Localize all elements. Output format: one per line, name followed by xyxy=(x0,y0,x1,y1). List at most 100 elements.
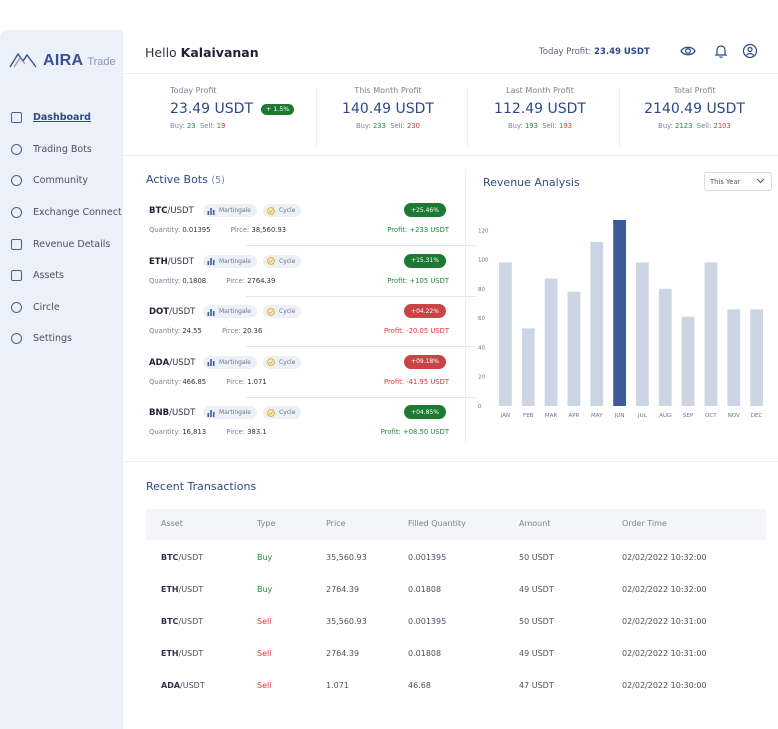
brand-logo[interactable]: AIRA Trade xyxy=(9,47,116,70)
table-row[interactable]: BTC/USDT Sell 35,560.93 0.001395 50 USDT… xyxy=(146,607,766,639)
bot-card[interactable]: BNB/USDT Martingale Cycle +04.85% Quanti… xyxy=(146,402,451,452)
divider xyxy=(467,88,468,148)
bell-icon[interactable] xyxy=(713,43,729,59)
tag-label: Martingale xyxy=(219,207,251,214)
sell-count: 19 xyxy=(216,122,226,130)
bar-chart-icon xyxy=(207,409,215,417)
bar-apr[interactable] xyxy=(567,291,581,406)
user-icon[interactable] xyxy=(742,43,758,59)
sidebar-item-circle[interactable]: Circle xyxy=(11,292,123,324)
cell-price: 35,560.93 xyxy=(326,617,367,626)
cell-time: 02/02/2022 10:31:00 xyxy=(622,617,707,626)
bar-aug[interactable] xyxy=(658,288,672,406)
sidebar-item-assets[interactable]: Assets xyxy=(11,260,123,292)
bar-jan[interactable] xyxy=(499,262,512,406)
sidebar-item-community[interactable]: Community xyxy=(11,165,123,197)
y-tick-label: 60 xyxy=(478,316,485,322)
bot-quote: /USDT xyxy=(169,357,196,368)
sell-label: Sell: xyxy=(199,122,215,130)
header-price: Price xyxy=(326,519,346,528)
price-label: Pirce: xyxy=(221,327,241,335)
sidebar-item-label: Trading Bots xyxy=(33,143,92,155)
bar-jul[interactable] xyxy=(636,262,649,406)
change-badge: +04.85% xyxy=(404,405,446,419)
tag-cycle: Cycle xyxy=(263,406,302,419)
asset-quote: /USDT xyxy=(178,553,204,562)
tag-cycle: Cycle xyxy=(263,355,302,369)
bot-profit-value: +105 USDT xyxy=(409,276,449,285)
bar-may[interactable] xyxy=(590,241,604,406)
bot-base: BTC xyxy=(149,206,168,216)
y-tick-label: 20 xyxy=(478,375,485,381)
bot-base: ADA xyxy=(149,357,170,368)
stat-value: 2140.49 USDT xyxy=(644,101,745,117)
change-badge: +25.46% xyxy=(404,203,446,217)
cell-filled: 0.01808 xyxy=(408,585,442,594)
sidebar: AIRA Trade Dashboard Trading Bots Commun… xyxy=(0,30,123,729)
bar-nov[interactable] xyxy=(727,309,741,406)
bot-qty: 24.55 xyxy=(182,327,202,335)
buy-count: 233 xyxy=(372,122,386,130)
revenue-title: Revenue Analysis xyxy=(483,176,580,189)
bar-feb[interactable] xyxy=(521,328,535,406)
bar-sep[interactable] xyxy=(681,316,695,406)
bot-divider xyxy=(246,346,476,347)
table-row[interactable]: ADA/USDT Sell 1.071 46.68 47 USDT 02/02/… xyxy=(146,671,766,703)
x-tick-label: MAY xyxy=(591,413,603,419)
bar-mar[interactable] xyxy=(544,278,558,406)
x-tick-label: JUN xyxy=(614,413,625,419)
qty-label: Quantity: xyxy=(149,327,181,335)
bot-pair: ADA/USDT xyxy=(149,358,195,368)
sidebar-item-dashboard[interactable]: Dashboard xyxy=(11,102,123,134)
bot-profit: Profit: -20.05 USDT xyxy=(384,327,449,335)
x-tick-label: APR xyxy=(568,413,579,419)
section-divider xyxy=(123,461,778,462)
profit-label: Profit: xyxy=(380,428,401,436)
bot-quote: /USDT xyxy=(169,408,196,418)
x-tick-label: AUG xyxy=(659,413,671,419)
bar-oct[interactable] xyxy=(704,262,718,406)
change-badge: +15.31% xyxy=(404,253,446,268)
bot-qty: 0.01395 xyxy=(182,226,211,234)
tag-martingale: Martingale xyxy=(203,355,257,369)
stat-title: Total Profit xyxy=(673,86,716,95)
period-select[interactable]: This Year xyxy=(704,172,772,191)
eye-icon[interactable] xyxy=(680,43,696,59)
bar-jun[interactable] xyxy=(613,220,626,406)
profit-stats: Today Profit 23.49 USDT + 1.5% Buy: 23 Se… xyxy=(123,80,778,156)
sell-label: Sell: xyxy=(390,122,405,130)
tag-label: Martingale xyxy=(219,409,251,416)
wallet-icon xyxy=(11,270,22,282)
cell-price: 35,560.93 xyxy=(326,553,367,562)
bot-profit: Profit: +08.50 USDT xyxy=(381,428,449,436)
bot-card[interactable]: BTC/USDT Martingale Cycle +25.46% Quanti… xyxy=(146,200,476,250)
header-asset: Asset xyxy=(161,519,183,528)
table-row[interactable]: BTC/USDT Buy 35,560.93 0.001395 50 USDT … xyxy=(146,543,766,575)
sidebar-item-exchange-connect[interactable]: Exchange Connect xyxy=(11,197,123,229)
bot-pair: DOT/USDT xyxy=(149,307,195,317)
bot-pair: ETH/USDT xyxy=(149,257,194,267)
bot-profit-value: -20.05 USDT xyxy=(406,327,449,335)
active-bots-count: (5) xyxy=(211,175,225,186)
today-profit-value: 23.49 USDT xyxy=(594,47,650,57)
bot-card[interactable]: ETH/USDT Martingale Cycle +15.31% Quanti… xyxy=(146,251,476,301)
bar-chart-icon xyxy=(207,258,215,265)
profit-label: Profit: xyxy=(387,226,408,234)
change-badge: +09.18% xyxy=(404,354,446,369)
sidebar-item-trading-bots[interactable]: Trading Bots xyxy=(11,134,123,166)
sidebar-item-settings[interactable]: Settings xyxy=(11,323,123,355)
bot-card[interactable]: ADA/USDT Martingale Cycle +09.18% Quanti… xyxy=(146,352,476,402)
bar-dec[interactable] xyxy=(750,309,763,406)
bot-card[interactable]: DOT/USDT Martingale Cycle +04.22% Quanti… xyxy=(146,301,476,351)
asset-quote: /USDT xyxy=(178,617,204,626)
chart-icon xyxy=(11,238,22,250)
asset-base: ETH xyxy=(161,585,179,594)
bot-meta: Quantity: 24.55 Pirce: 20.36 xyxy=(149,327,262,335)
x-tick-label: JAN xyxy=(500,413,510,419)
table-row[interactable]: ETH/USDT Sell 2764.39 0.01808 49 USDT 02… xyxy=(146,639,766,671)
sidebar-item-revenue-details[interactable]: Revenue Details xyxy=(11,228,123,260)
table-row[interactable]: ETH/USDT Buy 2764.39 0.01808 49 USDT 02/… xyxy=(146,575,766,607)
stat-title: This Month Profit xyxy=(354,86,422,95)
period-select-value: This Year xyxy=(710,178,741,186)
bot-divider xyxy=(246,245,476,246)
